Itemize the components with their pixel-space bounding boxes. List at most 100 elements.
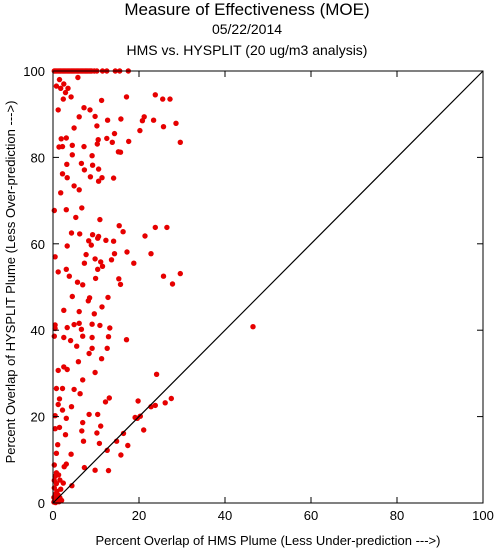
data-point-199 <box>98 423 104 429</box>
data-point-149 <box>64 324 70 331</box>
data-point-129 <box>95 266 101 272</box>
chart-title: Measure of Effectiveness (MOE) <box>124 0 370 19</box>
data-point-197 <box>63 415 69 421</box>
data-point-50 <box>123 94 130 100</box>
data-point-145 <box>61 307 67 313</box>
data-point-207 <box>80 438 87 444</box>
data-point-121 <box>52 254 58 260</box>
data-point-192 <box>95 411 101 418</box>
chart-subtitle-date: 05/22/2014 <box>211 21 283 37</box>
data-point-76 <box>109 139 116 145</box>
data-point-73 <box>69 142 76 148</box>
data-point-219 <box>81 464 88 471</box>
data-point-88 <box>59 171 66 177</box>
x-axis-label: Percent Overlap of HMS Plume (Less Under… <box>96 533 441 548</box>
data-point-101 <box>97 216 103 223</box>
data-point-75 <box>94 141 101 147</box>
data-point-173 <box>92 369 98 376</box>
data-point-116 <box>64 243 70 249</box>
data-point-205 <box>62 432 69 438</box>
data-point-142 <box>105 294 111 301</box>
data-point-147 <box>91 311 98 317</box>
data-point-131 <box>177 270 183 277</box>
data-point-48 <box>87 107 93 113</box>
data-point-39 <box>53 83 60 89</box>
data-point-231 <box>58 486 64 492</box>
y-tick-label-4: 80 <box>31 150 45 165</box>
data-point-105 <box>164 224 170 231</box>
data-point-47 <box>81 105 87 111</box>
data-point-108 <box>89 232 96 238</box>
data-point-175 <box>80 377 86 383</box>
data-point-92 <box>95 178 102 184</box>
data-point-164 <box>74 343 80 349</box>
data-point-98 <box>63 207 69 213</box>
data-point-127 <box>99 263 106 269</box>
data-point-139 <box>169 281 176 287</box>
data-point-87 <box>95 166 102 172</box>
x-tick-label-0: 0 <box>49 508 56 523</box>
data-point-78 <box>177 139 183 145</box>
data-point-134 <box>92 275 99 282</box>
y-tick-label-5: 100 <box>23 64 45 79</box>
points-layer <box>51 68 256 506</box>
data-point-124 <box>98 259 104 265</box>
data-point-63 <box>160 124 167 130</box>
data-point-186 <box>152 402 158 409</box>
data-point-162 <box>123 337 130 343</box>
data-point-57 <box>94 123 100 129</box>
data-point-68 <box>95 137 101 143</box>
data-point-44 <box>55 107 61 113</box>
data-point-144 <box>85 298 92 304</box>
data-point-58 <box>104 117 111 123</box>
data-point-70 <box>63 135 69 141</box>
y-axis-label: Percent Overlap of HYSPLIT Plume (Less O… <box>3 101 18 464</box>
data-point-107 <box>77 231 83 237</box>
data-point-130 <box>131 260 137 266</box>
data-point-96 <box>58 190 64 196</box>
data-point-113 <box>103 237 109 243</box>
data-point-94 <box>71 183 77 189</box>
data-point-160 <box>89 334 95 341</box>
y-tick-label-3: 60 <box>31 237 45 252</box>
data-point-179 <box>77 391 83 397</box>
data-point-138 <box>117 281 124 288</box>
data-point-126 <box>63 266 69 272</box>
data-point-181 <box>106 395 113 401</box>
data-point-243 <box>69 483 75 489</box>
data-point-212 <box>53 450 60 456</box>
data-point-117 <box>124 249 130 255</box>
data-point-187 <box>162 400 168 406</box>
data-point-165 <box>89 345 95 351</box>
data-point-220 <box>92 467 98 473</box>
ticks-layer: 0 20 40 60 80 100 0 20 40 60 80 100 <box>23 64 494 523</box>
data-point-104 <box>152 224 158 231</box>
data-point-172 <box>64 366 70 373</box>
data-point-189 <box>55 401 61 408</box>
data-point-190 <box>59 407 66 413</box>
data-point-168 <box>75 359 82 365</box>
plot-frame <box>52 70 484 504</box>
data-point-177 <box>71 386 77 393</box>
reference-line <box>52 70 484 504</box>
data-point-45 <box>60 96 66 102</box>
data-point-137 <box>80 282 86 288</box>
data-point-183 <box>135 398 141 404</box>
data-point-132 <box>66 273 73 279</box>
data-point-152 <box>89 321 95 327</box>
data-point-167 <box>86 350 92 357</box>
data-point-84 <box>78 160 85 167</box>
data-point-146 <box>76 308 82 315</box>
y-tick-label-1: 20 <box>31 410 45 425</box>
data-point-110 <box>142 233 148 239</box>
data-point-156 <box>78 326 85 332</box>
data-point-64 <box>173 120 179 127</box>
data-point-90 <box>87 174 94 180</box>
data-point-77 <box>126 138 132 145</box>
data-point-118 <box>83 251 89 258</box>
data-point-120 <box>148 251 154 257</box>
data-point-72 <box>59 143 66 150</box>
data-point-62 <box>150 117 157 123</box>
data-point-208 <box>96 440 103 447</box>
